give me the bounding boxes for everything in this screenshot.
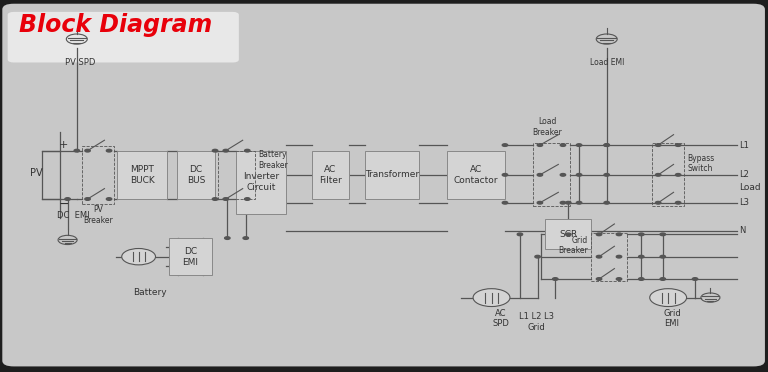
Circle shape	[692, 278, 697, 280]
Text: PV: PV	[30, 168, 42, 178]
Circle shape	[212, 198, 218, 200]
Circle shape	[243, 237, 248, 240]
Circle shape	[655, 202, 660, 204]
Circle shape	[84, 150, 91, 152]
Text: DC
BUS: DC BUS	[187, 165, 205, 185]
Text: Bypass
Switch: Bypass Switch	[687, 154, 714, 173]
Circle shape	[65, 198, 71, 200]
Circle shape	[518, 233, 522, 236]
Circle shape	[223, 198, 229, 200]
FancyBboxPatch shape	[2, 4, 765, 366]
Text: L2: L2	[740, 170, 750, 179]
Circle shape	[676, 173, 680, 176]
Circle shape	[639, 233, 644, 236]
Text: Load
Breaker: Load Breaker	[533, 117, 562, 137]
Circle shape	[596, 255, 601, 258]
Circle shape	[660, 233, 665, 236]
Circle shape	[537, 173, 542, 176]
Circle shape	[502, 202, 508, 204]
Circle shape	[84, 198, 91, 200]
Text: DC  EMI: DC EMI	[58, 211, 90, 220]
Circle shape	[596, 233, 601, 236]
Text: PV
Breaker: PV Breaker	[84, 205, 113, 225]
Circle shape	[553, 278, 558, 280]
Text: PV SPD: PV SPD	[65, 58, 96, 67]
Circle shape	[560, 144, 565, 147]
Text: Transformer: Transformer	[365, 170, 419, 179]
Circle shape	[655, 173, 660, 176]
Circle shape	[223, 150, 229, 152]
Text: L1: L1	[740, 141, 750, 150]
Circle shape	[560, 173, 565, 176]
FancyBboxPatch shape	[169, 238, 211, 275]
FancyBboxPatch shape	[117, 151, 167, 199]
Circle shape	[650, 289, 687, 307]
Text: SCR: SCR	[559, 230, 578, 239]
Circle shape	[604, 144, 610, 147]
Text: Battery: Battery	[134, 288, 167, 297]
Text: AC
Contactor: AC Contactor	[454, 165, 498, 185]
FancyBboxPatch shape	[545, 219, 591, 249]
FancyBboxPatch shape	[237, 151, 286, 214]
Circle shape	[106, 198, 112, 200]
Circle shape	[655, 144, 660, 147]
Circle shape	[660, 255, 665, 258]
Text: Inverter
Circuit: Inverter Circuit	[243, 172, 280, 192]
Circle shape	[212, 150, 218, 152]
Circle shape	[604, 173, 610, 176]
Circle shape	[596, 278, 601, 280]
Circle shape	[616, 233, 622, 236]
FancyBboxPatch shape	[177, 151, 215, 199]
Circle shape	[502, 173, 508, 176]
Text: L1 L2 L3
Grid: L1 L2 L3 Grid	[518, 312, 554, 332]
Circle shape	[639, 255, 644, 258]
Circle shape	[676, 144, 680, 147]
Text: AC
SPD: AC SPD	[492, 309, 509, 328]
Circle shape	[473, 289, 510, 307]
Circle shape	[560, 202, 565, 204]
Circle shape	[121, 248, 155, 265]
Circle shape	[576, 202, 582, 204]
Circle shape	[106, 150, 112, 152]
Circle shape	[537, 202, 542, 204]
Text: AC
Filter: AC Filter	[319, 165, 342, 185]
Text: DC
EMI: DC EMI	[183, 247, 198, 267]
FancyBboxPatch shape	[8, 12, 239, 62]
Circle shape	[244, 198, 250, 200]
FancyBboxPatch shape	[365, 151, 419, 199]
Text: Grid
EMI: Grid EMI	[663, 309, 681, 328]
Text: Load: Load	[740, 183, 761, 192]
Text: Battery
Breaker: Battery Breaker	[258, 150, 288, 170]
Circle shape	[565, 233, 571, 236]
Circle shape	[576, 173, 582, 176]
Text: −: −	[58, 198, 69, 211]
Text: N: N	[740, 226, 746, 235]
Text: Load EMI: Load EMI	[590, 58, 624, 67]
Text: +: +	[59, 140, 68, 150]
Circle shape	[576, 144, 582, 147]
Circle shape	[224, 237, 230, 240]
Circle shape	[616, 255, 622, 258]
Text: Grid
Breaker: Grid Breaker	[558, 236, 588, 255]
Circle shape	[537, 144, 542, 147]
Circle shape	[616, 278, 622, 280]
Circle shape	[604, 202, 610, 204]
Circle shape	[565, 202, 571, 204]
Text: L3: L3	[740, 198, 750, 207]
Circle shape	[639, 278, 644, 280]
Circle shape	[502, 144, 508, 147]
Text: MPPT
BUCK: MPPT BUCK	[130, 165, 154, 185]
Circle shape	[604, 144, 610, 147]
Circle shape	[660, 278, 665, 280]
Circle shape	[676, 202, 680, 204]
Text: Block Diagram: Block Diagram	[19, 13, 213, 37]
Circle shape	[535, 255, 541, 258]
FancyBboxPatch shape	[447, 151, 505, 199]
FancyBboxPatch shape	[312, 151, 349, 199]
Circle shape	[74, 150, 80, 152]
Circle shape	[244, 150, 250, 152]
